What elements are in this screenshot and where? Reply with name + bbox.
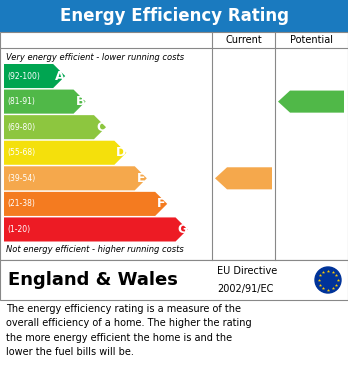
Text: F: F xyxy=(157,197,166,210)
Circle shape xyxy=(315,267,341,293)
Text: E: E xyxy=(137,172,145,185)
Polygon shape xyxy=(4,64,65,88)
Text: England & Wales: England & Wales xyxy=(8,271,178,289)
Text: 2002/91/EC: 2002/91/EC xyxy=(217,284,274,294)
Text: Current: Current xyxy=(225,35,262,45)
Text: 90: 90 xyxy=(307,95,327,109)
Polygon shape xyxy=(4,115,106,139)
Text: (1-20): (1-20) xyxy=(7,225,30,234)
Text: 44: 44 xyxy=(240,171,259,185)
Text: G: G xyxy=(177,223,188,236)
Polygon shape xyxy=(4,192,167,216)
Text: (92-100): (92-100) xyxy=(7,72,40,81)
Polygon shape xyxy=(4,141,126,165)
Polygon shape xyxy=(215,167,272,189)
Polygon shape xyxy=(4,217,188,242)
Polygon shape xyxy=(4,90,86,114)
Text: (21-38): (21-38) xyxy=(7,199,35,208)
Text: Very energy efficient - lower running costs: Very energy efficient - lower running co… xyxy=(6,54,184,63)
Text: Not energy efficient - higher running costs: Not energy efficient - higher running co… xyxy=(6,246,184,255)
Bar xyxy=(0,0,348,32)
Text: The energy efficiency rating is a measure of the
overall efficiency of a home. T: The energy efficiency rating is a measur… xyxy=(6,304,252,357)
Text: C: C xyxy=(96,121,105,134)
Bar xyxy=(0,260,348,300)
Text: (39-54): (39-54) xyxy=(7,174,35,183)
Text: A: A xyxy=(55,70,65,83)
Text: (69-80): (69-80) xyxy=(7,123,35,132)
Text: Energy Efficiency Rating: Energy Efficiency Rating xyxy=(60,7,288,25)
Text: EU Directive: EU Directive xyxy=(217,266,277,276)
Text: (81-91): (81-91) xyxy=(7,97,35,106)
Text: Potential: Potential xyxy=(290,35,333,45)
Polygon shape xyxy=(278,91,344,113)
Text: D: D xyxy=(116,146,127,159)
Polygon shape xyxy=(4,166,147,190)
Text: (55-68): (55-68) xyxy=(7,148,35,157)
Text: B: B xyxy=(76,95,85,108)
Bar xyxy=(0,32,348,260)
